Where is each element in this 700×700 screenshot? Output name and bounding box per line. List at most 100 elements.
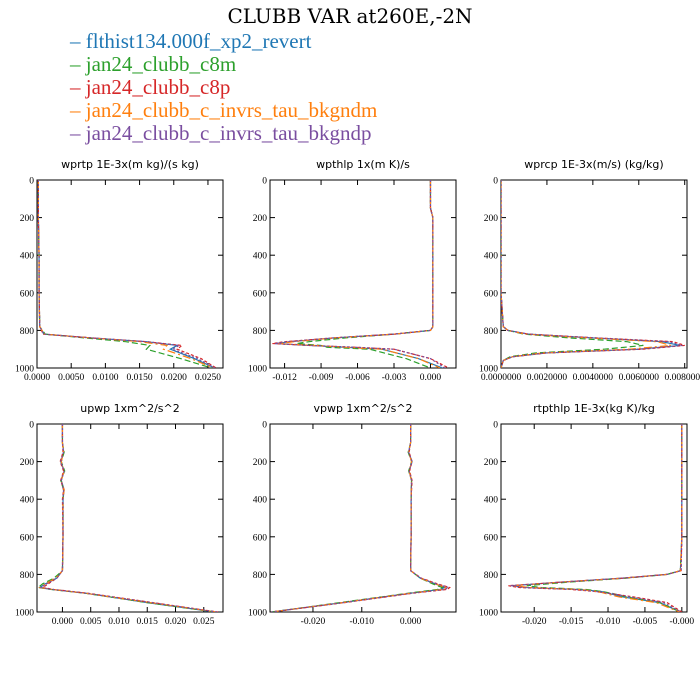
plot-frame [500, 423, 688, 613]
series-line [278, 180, 441, 368]
y-tick-label: 1000 [248, 609, 267, 619]
y-tick-label: 200 [484, 214, 499, 224]
x-tick-label: -0.012 [272, 373, 297, 383]
panel-title: vpwp 1xm^2/s^2 [313, 402, 412, 415]
series-line [271, 424, 444, 612]
y-tick-label: 600 [20, 289, 35, 299]
x-tick-label: 0.000 [400, 617, 422, 627]
y-tick-label: 600 [484, 533, 499, 543]
y-tick-label: 1000 [248, 365, 267, 375]
panel-title: wpthlp 1x(m K)/s [316, 158, 410, 171]
legend-item: – jan24_clubb_c_invrs_tau_bkgndm [70, 99, 377, 122]
series-line [41, 424, 218, 612]
y-tick-label: 200 [20, 214, 35, 224]
legend-item: – jan24_clubb_c8p [70, 76, 377, 99]
legend-swatch: – [70, 75, 86, 99]
series-line [271, 424, 448, 612]
series-line [37, 180, 216, 368]
y-tick-label: 800 [20, 571, 35, 581]
legend-swatch: – [70, 98, 86, 122]
figure-title: CLUBB VAR at260E,-2N [227, 4, 473, 28]
x-tick-label: 0.005 [80, 617, 102, 627]
series-line [274, 180, 446, 368]
y-tick-label: 200 [253, 458, 268, 468]
x-tick-label: -0.020 [522, 617, 547, 627]
x-tick-label: 0.0080000 [665, 373, 700, 383]
y-tick-label: 400 [484, 496, 499, 506]
legend-item: – jan24_clubb_c_invrs_tau_bkgndp [70, 122, 377, 145]
y-tick-label: 800 [20, 327, 35, 337]
panel-title: upwp 1xm^2/s^2 [80, 402, 180, 415]
legend-swatch: – [70, 121, 86, 145]
legend-label: jan24_clubb_c8p [85, 75, 231, 99]
legend-label: jan24_clubb_c_invrs_tau_bkgndp [85, 121, 372, 145]
y-tick-label: 1000 [15, 365, 34, 375]
panel-title: wprcp 1E-3x(m/s) (kg/kg) [524, 158, 663, 171]
series-line [510, 424, 683, 612]
x-tick-label: 0.000 [420, 373, 442, 383]
series-line [38, 424, 216, 612]
legend-label: jan24_clubb_c8m [85, 52, 237, 76]
y-tick-label: 600 [20, 533, 35, 543]
series-line [271, 424, 451, 612]
y-tick-label: 800 [484, 327, 499, 337]
x-tick-label: -0.020 [301, 617, 326, 627]
y-tick-label: 400 [253, 252, 268, 262]
y-tick-label: 400 [484, 252, 499, 262]
legend-swatch: – [70, 29, 86, 53]
y-tick-label: 200 [20, 458, 35, 468]
x-tick-label: 0.0100 [92, 373, 118, 383]
y-tick-label: 200 [484, 458, 499, 468]
x-tick-label: 0.0060000 [619, 373, 660, 383]
x-tick-label: -0.005 [633, 617, 658, 627]
x-tick-label: 0.000 [52, 617, 74, 627]
plot-frame [36, 179, 224, 369]
plot-frame [36, 423, 224, 613]
series-line [39, 424, 218, 612]
series-line [271, 424, 447, 612]
x-tick-label: 0.020 [165, 617, 187, 627]
x-tick-label: -0.010 [350, 617, 375, 627]
legend-item: – jan24_clubb_c8m [70, 53, 377, 76]
x-tick-label: 0.0000 [24, 373, 50, 383]
y-tick-label: 800 [484, 571, 499, 581]
panel-title: rtpthlp 1E-3x(kg K)/kg [533, 402, 655, 415]
series-line [37, 180, 216, 368]
series-line [274, 180, 443, 368]
x-tick-label: -0.010 [596, 617, 621, 627]
x-tick-label: 0.0050 [58, 373, 84, 383]
series-line [38, 424, 217, 612]
x-tick-label: 0.015 [137, 617, 159, 627]
y-tick-label: 800 [253, 571, 268, 581]
y-tick-label: 400 [20, 496, 35, 506]
series-line [501, 180, 683, 368]
legend: – flthist134.000f_xp2_revert – jan24_clu… [70, 30, 377, 145]
y-tick-label: 0 [29, 421, 34, 431]
y-tick-label: 600 [253, 533, 268, 543]
y-tick-label: 600 [484, 289, 499, 299]
y-tick-label: 0 [262, 421, 267, 431]
plot-frame [269, 179, 457, 369]
x-tick-label: -0.003 [382, 373, 407, 383]
x-tick-label: 0.010 [108, 617, 130, 627]
y-tick-label: 400 [20, 252, 35, 262]
y-tick-label: 0 [493, 421, 498, 431]
x-tick-label: 0.0200 [161, 373, 187, 383]
series-line [271, 424, 451, 612]
y-tick-label: 800 [253, 327, 268, 337]
series-line [272, 180, 449, 368]
y-tick-label: 0 [29, 177, 34, 187]
x-tick-label: -0.000 [670, 617, 695, 627]
series-line [501, 180, 672, 368]
y-tick-label: 1000 [479, 609, 498, 619]
legend-label: jan24_clubb_c_invrs_tau_bkgndm [85, 98, 378, 122]
y-tick-label: 1000 [15, 609, 34, 619]
x-tick-label: 0.0250 [195, 373, 221, 383]
legend-swatch: – [70, 52, 86, 76]
series-line [526, 424, 683, 612]
y-tick-label: 200 [253, 214, 268, 224]
x-tick-label: -0.006 [345, 373, 370, 383]
x-tick-label: 0.0040000 [573, 373, 614, 383]
y-tick-label: 1000 [479, 365, 498, 375]
